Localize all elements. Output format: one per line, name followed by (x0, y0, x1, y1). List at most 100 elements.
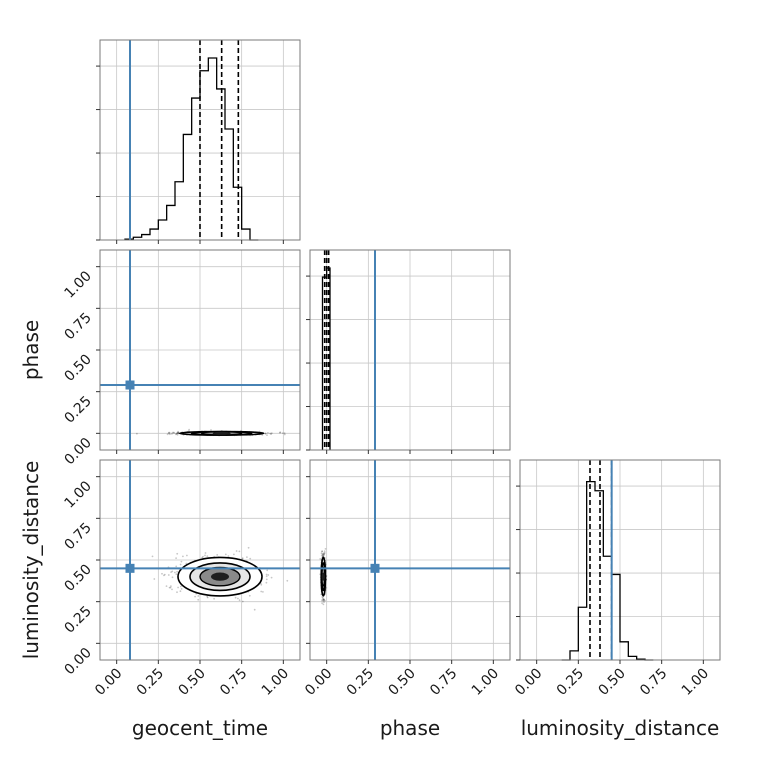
sample-point (175, 573, 178, 575)
x-tick-label: 0.50 (175, 666, 208, 699)
sample-point (323, 598, 325, 601)
sample-point (179, 563, 182, 566)
sample-point (227, 555, 230, 558)
sample-point (168, 431, 171, 434)
sample-point (171, 433, 173, 435)
y-tick-label: 1.00 (61, 478, 94, 511)
sample-point (322, 555, 324, 557)
sample-point (241, 557, 244, 560)
sample-point (170, 571, 173, 573)
sample-point (168, 586, 171, 589)
sample-point (204, 554, 206, 557)
sample-point (320, 552, 323, 555)
sample-point (319, 558, 322, 560)
sample-point (201, 556, 204, 559)
sample-point (151, 555, 154, 558)
sample-point (180, 588, 183, 590)
sample-point (176, 570, 179, 573)
sample-point (246, 556, 248, 558)
sample-point (238, 550, 241, 553)
sample-point (321, 555, 324, 557)
sample-point (206, 595, 209, 598)
sample-point (323, 550, 326, 553)
sample-point (188, 428, 191, 431)
sample-point (286, 579, 289, 582)
sample-point (322, 598, 325, 601)
x-tick-label: 0.00 (92, 666, 125, 699)
sample-point (234, 596, 237, 599)
histogram-luminosity_distance (561, 480, 654, 661)
sample-point (321, 553, 324, 556)
x-tick-label: 1.00 (679, 666, 712, 699)
sample-point (269, 432, 272, 435)
sample-point (247, 546, 250, 549)
sample-point (260, 590, 263, 593)
sample-point (197, 598, 200, 601)
sample-point (167, 574, 170, 576)
sample-point (322, 597, 324, 599)
x-tick-label: 0.25 (134, 666, 167, 699)
sample-point (270, 432, 273, 435)
sample-point (264, 432, 267, 435)
sample-point (237, 597, 239, 600)
density-contour (321, 572, 325, 581)
sample-point (264, 432, 267, 435)
sample-point (233, 553, 235, 556)
truth-marker (125, 380, 135, 390)
sample-point (322, 554, 325, 557)
sample-point (323, 601, 325, 603)
sample-point (270, 576, 273, 579)
sample-point (283, 433, 286, 436)
sample-point (206, 555, 209, 557)
histogram-geocent_time (124, 57, 259, 241)
sample-point (194, 595, 197, 598)
sample-point (323, 554, 326, 556)
sample-point (176, 433, 179, 436)
sample-point (175, 432, 178, 435)
sample-point (175, 432, 178, 435)
sample-point (267, 432, 269, 434)
sample-point (238, 599, 241, 602)
y-tick-label: 0.75 (61, 520, 94, 553)
sample-point (324, 552, 326, 554)
x-tick-label: 0.00 (302, 666, 335, 699)
sample-point (161, 572, 163, 575)
x-axis-label-luminosity-distance: luminosity_distance (521, 716, 720, 740)
sample-point (165, 585, 168, 587)
density-contour (212, 431, 231, 435)
sample-point (324, 599, 326, 602)
sample-point (177, 430, 179, 433)
x-tick-label: 0.00 (512, 666, 545, 699)
sample-point (248, 594, 251, 597)
y-tick-label: 0.00 (61, 435, 94, 468)
sample-point (262, 591, 264, 593)
sample-point (322, 553, 324, 555)
sample-point (163, 574, 165, 577)
sample-point (182, 555, 184, 558)
sample-point (322, 553, 325, 555)
sample-point (282, 432, 284, 435)
y-tick-label: 1.00 (61, 268, 94, 301)
sample-point (323, 598, 325, 601)
y-tick-label: 0.00 (61, 645, 94, 678)
sample-point (224, 553, 227, 556)
sample-point (323, 552, 325, 554)
sample-point (171, 570, 174, 573)
x-tick-label: 0.75 (637, 666, 670, 699)
sample-point (265, 573, 268, 576)
sample-point (323, 553, 325, 555)
sample-point (186, 554, 188, 557)
sample-point (179, 590, 182, 593)
sample-point (136, 432, 138, 435)
sample-point (322, 598, 325, 600)
sample-point (185, 562, 188, 565)
sample-point (279, 431, 281, 434)
sample-point (176, 552, 179, 555)
sample-point (270, 433, 272, 435)
y-tick-label: 0.25 (61, 603, 94, 636)
y-tick-label: 0.75 (61, 310, 94, 343)
sample-point (166, 433, 169, 436)
sample-point (321, 550, 323, 553)
sample-point (175, 557, 178, 559)
sample-point (321, 602, 323, 604)
